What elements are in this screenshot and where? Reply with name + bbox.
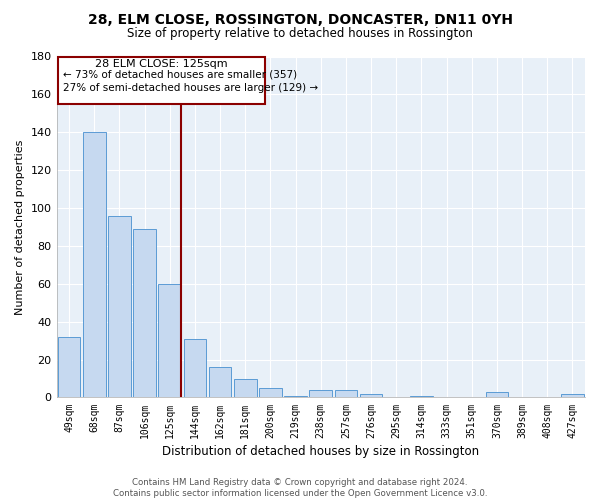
FancyBboxPatch shape <box>58 56 265 104</box>
Text: 28 ELM CLOSE: 125sqm: 28 ELM CLOSE: 125sqm <box>95 60 228 70</box>
Bar <box>284 396 307 398</box>
Text: Size of property relative to detached houses in Rossington: Size of property relative to detached ho… <box>127 28 473 40</box>
X-axis label: Distribution of detached houses by size in Rossington: Distribution of detached houses by size … <box>162 444 479 458</box>
Bar <box>335 390 357 398</box>
Bar <box>158 284 181 398</box>
Bar <box>234 378 257 398</box>
Bar <box>58 337 80 398</box>
Text: 28, ELM CLOSE, ROSSINGTON, DONCASTER, DN11 0YH: 28, ELM CLOSE, ROSSINGTON, DONCASTER, DN… <box>88 12 512 26</box>
Text: ← 73% of detached houses are smaller (357): ← 73% of detached houses are smaller (35… <box>63 70 297 80</box>
Bar <box>83 132 106 398</box>
Bar <box>485 392 508 398</box>
Bar <box>133 229 156 398</box>
Bar <box>561 394 584 398</box>
Bar <box>360 394 382 398</box>
Text: Contains HM Land Registry data © Crown copyright and database right 2024.
Contai: Contains HM Land Registry data © Crown c… <box>113 478 487 498</box>
Bar <box>259 388 282 398</box>
Bar <box>184 338 206 398</box>
Text: 27% of semi-detached houses are larger (129) →: 27% of semi-detached houses are larger (… <box>63 83 318 93</box>
Bar <box>209 367 232 398</box>
Bar <box>108 216 131 398</box>
Y-axis label: Number of detached properties: Number of detached properties <box>15 140 25 314</box>
Bar <box>410 396 433 398</box>
Bar <box>310 390 332 398</box>
